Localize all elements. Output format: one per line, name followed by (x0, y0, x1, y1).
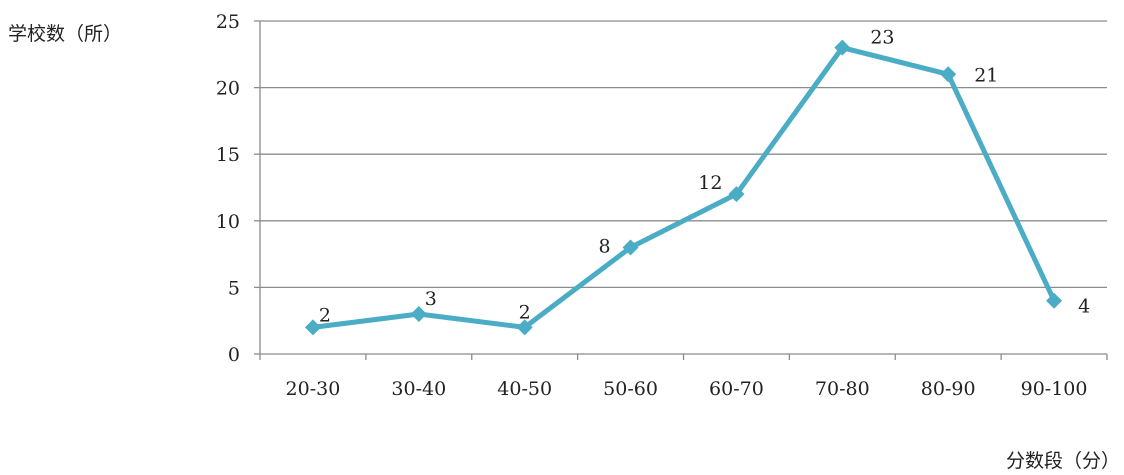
x-tick-label: 20-30 (286, 378, 341, 400)
data-point-marker (834, 39, 851, 56)
data-point-marker (940, 66, 957, 83)
data-label: 23 (870, 27, 894, 49)
data-point-marker (622, 239, 639, 256)
x-tick-label: 70-80 (815, 378, 870, 400)
y-tick-label: 15 (216, 144, 240, 166)
data-point-marker (304, 319, 321, 336)
series-line (310, 45, 1057, 330)
data-point-marker (728, 186, 745, 203)
y-tick-label: 5 (228, 277, 240, 299)
y-tick-label: 25 (216, 11, 240, 33)
y-tick-label: 20 (216, 78, 240, 100)
data-label: 8 (598, 235, 610, 257)
data-point-marker (516, 319, 533, 336)
gridlines (260, 20, 1107, 289)
x-tick-label: 60-70 (709, 378, 764, 400)
series (304, 39, 1063, 336)
x-tick-label: 50-60 (603, 378, 658, 400)
y-tick-label: 10 (216, 211, 240, 233)
data-label: 4 (1078, 296, 1090, 318)
data-point-marker (410, 306, 427, 323)
data-point-marker (1046, 292, 1063, 309)
y-tick-label: 0 (228, 344, 240, 366)
x-tick-label: 30-40 (391, 378, 446, 400)
x-tick-label: 40-50 (497, 378, 552, 400)
data-label: 3 (425, 288, 437, 310)
x-tick-label: 90-100 (1021, 378, 1088, 400)
axes: 0 5 10 15 20 25 20-30 30-40 40-50 50-60 60-70 70-80… (216, 11, 1108, 400)
data-label: 12 (698, 172, 722, 194)
data-label: 2 (319, 304, 331, 326)
y-axis-title: 学校数（所） (8, 23, 122, 45)
data-label: 2 (519, 301, 531, 323)
data-label: 21 (974, 64, 998, 86)
x-axis-title: 分数段（分） (1006, 450, 1120, 472)
x-tick-label: 80-90 (921, 378, 976, 400)
